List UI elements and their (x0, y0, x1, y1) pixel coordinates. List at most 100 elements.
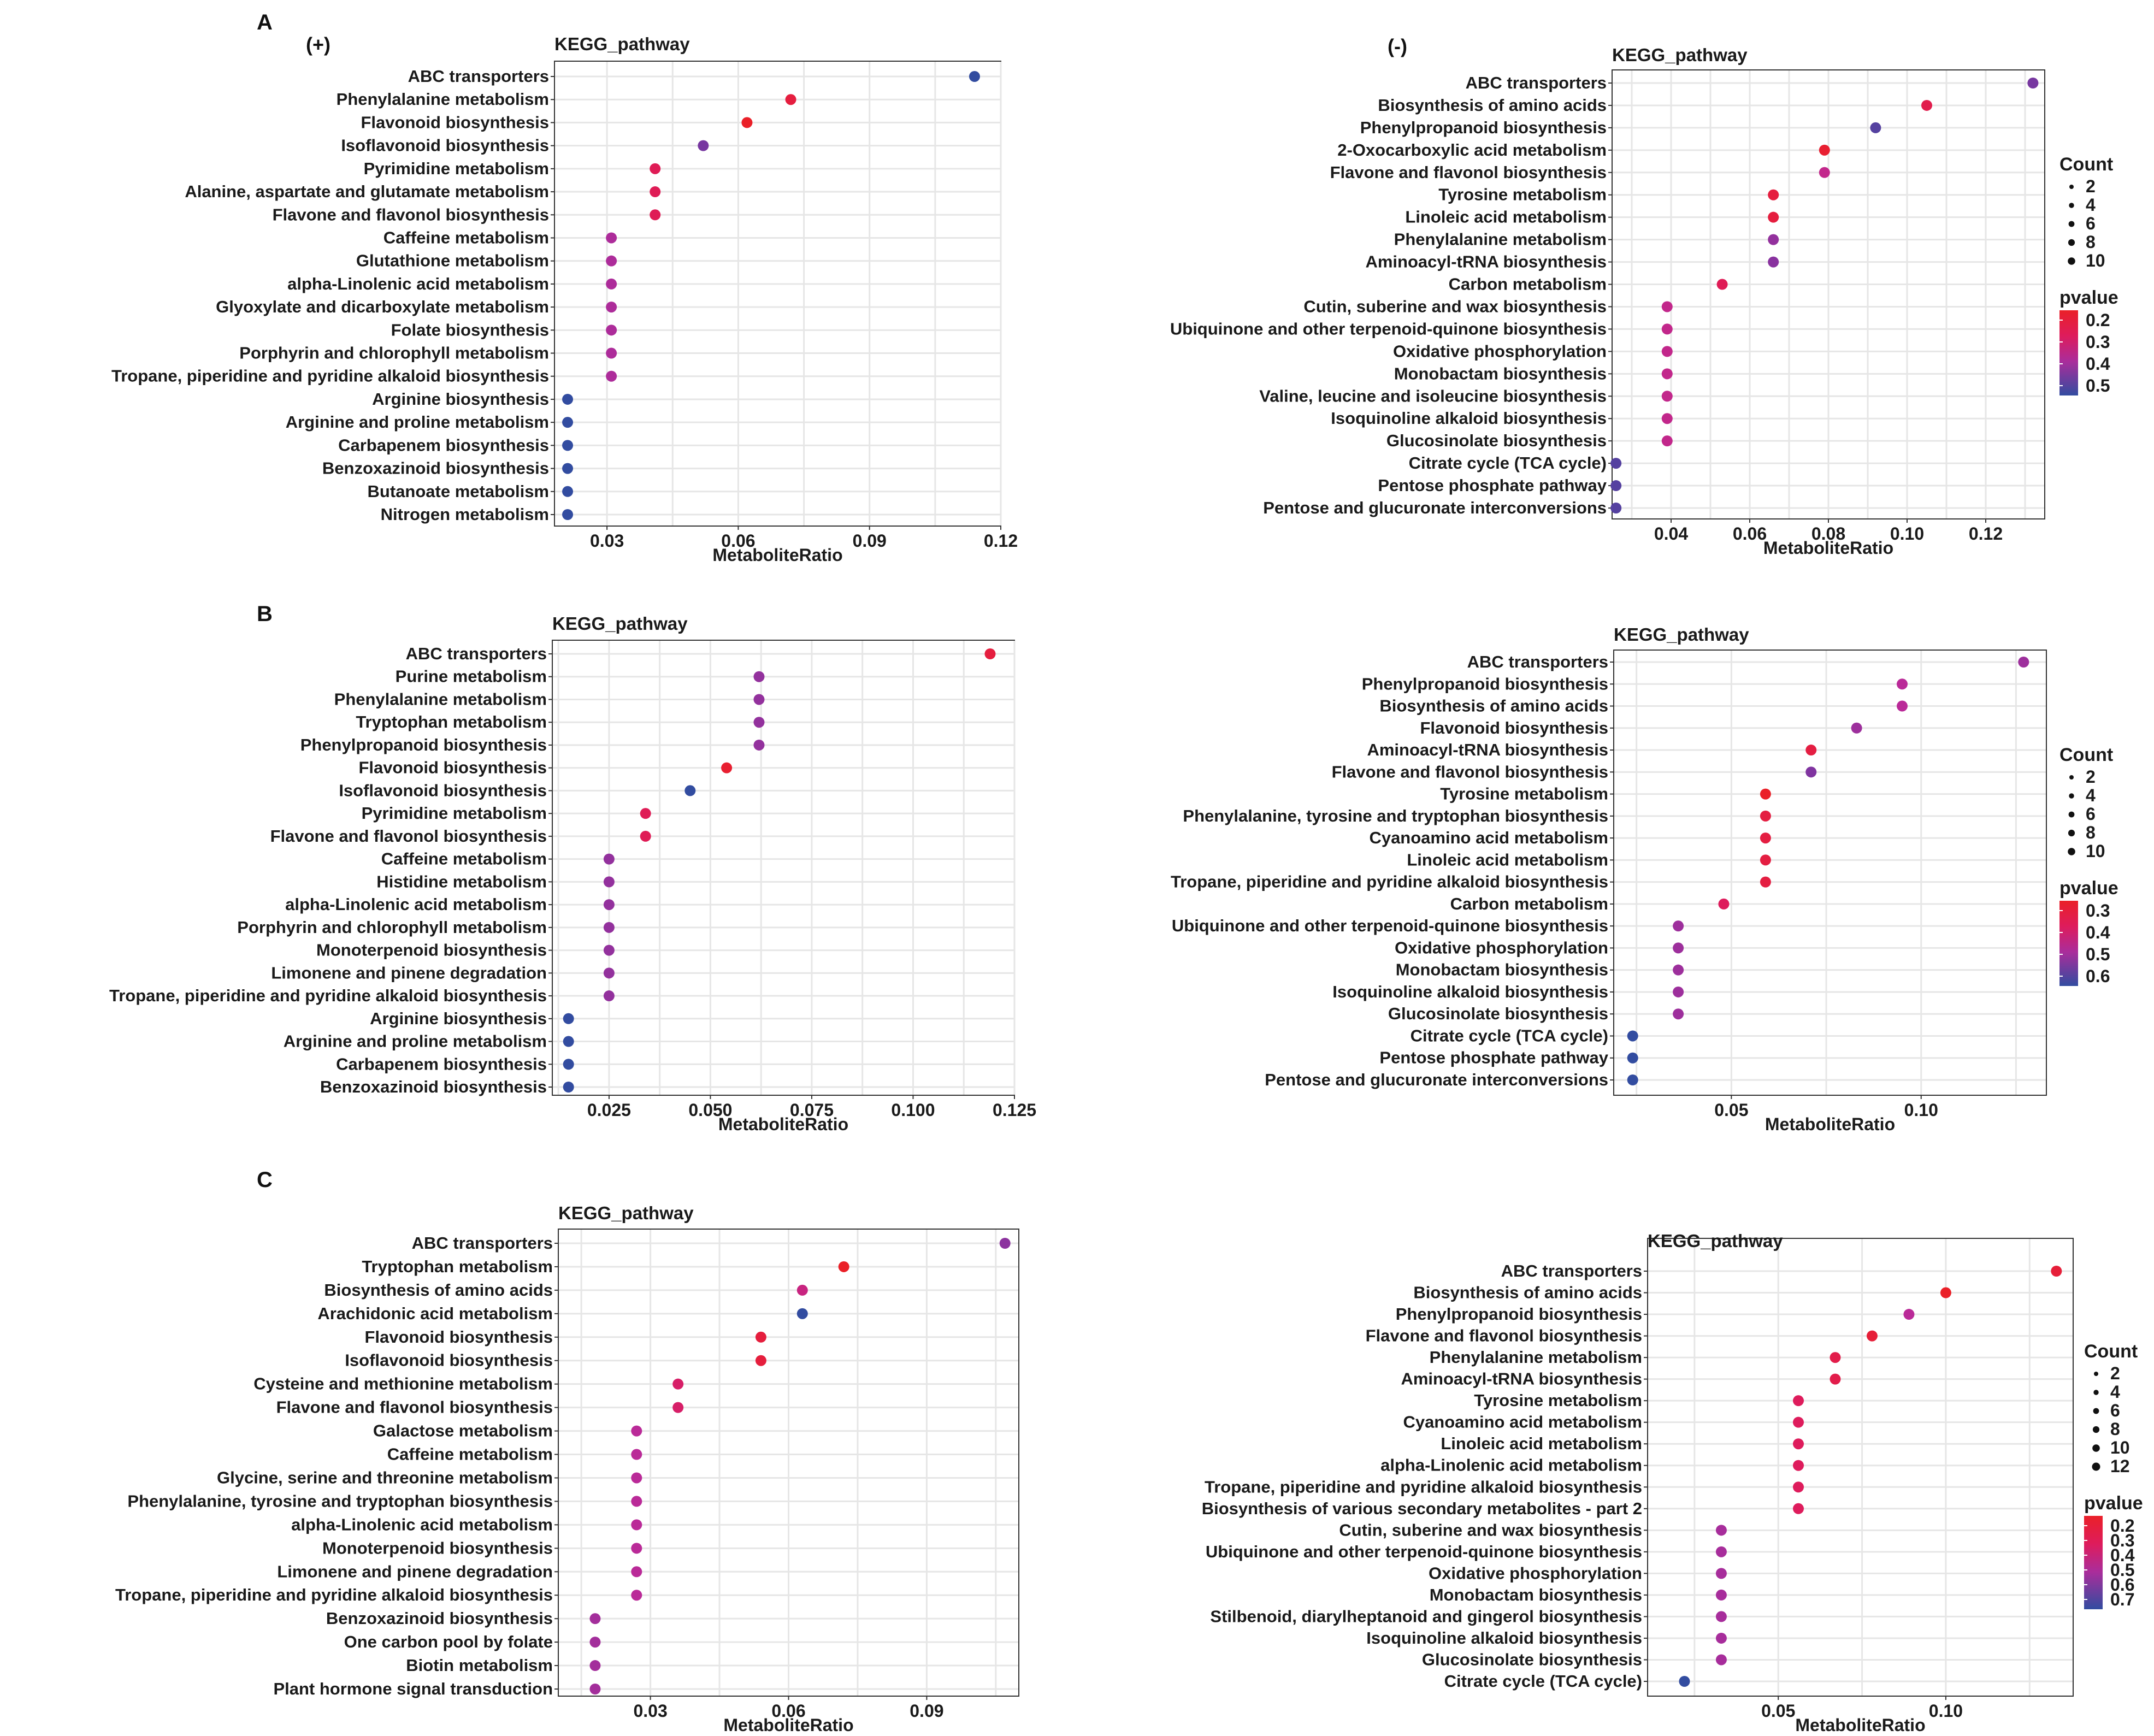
legend-pvalue-label: 0.3 (2086, 332, 2110, 352)
data-point (1627, 1074, 1638, 1085)
category-label: Flavonoid biosynthesis (1420, 718, 1609, 737)
legend-count-dot (2068, 829, 2075, 837)
x-tick-label: 0.03 (633, 1701, 667, 1721)
data-point (1805, 766, 1817, 778)
category-label: Pentose phosphate pathway (1379, 1048, 1608, 1067)
category-label: Cysteine and methionine metabolism (253, 1374, 553, 1393)
data-point (563, 1013, 574, 1024)
data-point (603, 967, 615, 979)
chart-title: KEGG_pathway (558, 1203, 694, 1223)
category-label: Pyrimidine metabolism (362, 804, 547, 823)
legend-count-dot (2092, 1426, 2100, 1433)
data-point (1921, 99, 1932, 111)
legend-pvalue-label: 0.2 (2086, 310, 2110, 330)
data-point (755, 1331, 766, 1343)
data-point (1760, 788, 1771, 800)
legend-count-label: 10 (2086, 841, 2105, 861)
category-label: Biotin metabolism (406, 1656, 553, 1675)
data-point (1805, 745, 1817, 756)
legend-count-label: 6 (2086, 214, 2096, 233)
data-point (563, 1082, 574, 1093)
x-tick-label: 0.10 (1890, 524, 1924, 544)
category-label: Porphyrin and chlorophyll metabolism (239, 344, 549, 363)
category-label: Monobactam biosynthesis (1396, 960, 1608, 979)
panel-label-a: A (257, 10, 273, 34)
data-point (603, 876, 615, 888)
category-label: Linoleic acid metabolism (1441, 1434, 1642, 1453)
data-point (753, 671, 765, 682)
category-label: Glucosinolate biosynthesis (1386, 431, 1607, 450)
data-point (562, 486, 574, 497)
legend-count-dot (2068, 848, 2075, 855)
category-label: Biosynthesis of amino acids (1378, 96, 1607, 115)
category-label: Citrate cycle (TCA cycle) (1444, 1672, 1642, 1691)
x-tick-label: 0.100 (891, 1100, 935, 1120)
category-label: Phenylalanine metabolism (1394, 230, 1607, 249)
category-label: Isoflavonoid biosynthesis (345, 1351, 553, 1370)
category-label: Pentose phosphate pathway (1378, 476, 1607, 495)
legend-count-label: 6 (2110, 1401, 2120, 1420)
legend-count-dot (2069, 185, 2074, 189)
x-tick-label: 0.050 (688, 1100, 732, 1120)
category-label: Caffeine metabolism (381, 849, 547, 869)
legend-count-label: 4 (2086, 786, 2096, 805)
category-label: Phenylalanine metabolism (334, 689, 547, 708)
data-point (838, 1261, 849, 1272)
category-label: Nitrogen metabolism (381, 505, 549, 524)
data-point (1661, 391, 1673, 402)
x-tick-label: 0.075 (790, 1100, 834, 1120)
category-label: Flavone and flavonol biosynthesis (1330, 163, 1607, 182)
category-label: 2-Oxocarboxylic acid metabolism (1337, 140, 1607, 160)
plot-area (1647, 1238, 2074, 1697)
data-point (2018, 657, 2029, 668)
data-point (1610, 480, 1622, 492)
category-label: Glucosinolate biosynthesis (1388, 1004, 1608, 1023)
chart-title: KEGG_pathway (552, 613, 688, 634)
category-label: Pyrimidine metabolism (364, 159, 549, 178)
category-label: Arginine biosynthesis (372, 389, 549, 409)
x-tick-label: 0.10 (1904, 1100, 1938, 1120)
chart-b-neg: ABC transporters Phenylpropanoid biosynth… (1171, 624, 2118, 1134)
x-tick-label: 0.06 (1733, 524, 1767, 544)
data-point (606, 302, 617, 313)
category-label: Stilbenoid, diarylheptanoid and gingerol… (1210, 1607, 1642, 1626)
category-label: Phenylalanine metabolism (337, 90, 549, 109)
data-point (631, 1566, 642, 1578)
legend-count-dot (2069, 775, 2074, 780)
x-tick-label: 0.08 (1811, 524, 1845, 544)
legend-count-dot (2069, 793, 2074, 799)
plot-area (1613, 649, 2047, 1096)
data-point (1715, 1632, 1727, 1644)
x-axis-title: MetaboliteRatio (712, 545, 842, 565)
legend-count-dot (2093, 1390, 2099, 1395)
legend-count-dot (2069, 203, 2074, 208)
category-label: Biosynthesis of various secondary metabo… (1202, 1499, 1642, 1518)
category-label: Monobactam biosynthesis (1430, 1585, 1642, 1604)
x-tick-label: 0.03 (590, 531, 624, 551)
category-label: Linoleic acid metabolism (1407, 850, 1608, 869)
chart-b-pos: ABC transporters Purine metabolism Phenyla… (109, 613, 1036, 1134)
x-tick-label: 0.09 (853, 531, 887, 551)
legend-count-label: 12 (2110, 1456, 2130, 1476)
legend-count-dot (2068, 257, 2075, 265)
category-label: Monoterpenoid biosynthesis (316, 941, 547, 960)
data-point (1673, 920, 1684, 932)
category-label: Isoquinoline alkaloid biosynthesis (1331, 409, 1607, 428)
category-label: Phenylalanine metabolism (1430, 1348, 1642, 1367)
data-point (1760, 876, 1771, 888)
category-label: Valine, leucine and isoleucine biosynthe… (1259, 386, 1607, 405)
chart-a-neg: ABC transporters Biosynthesis of amino ac… (1170, 45, 2118, 558)
data-point (562, 463, 574, 474)
data-point (1768, 256, 1779, 268)
category-label: Tryptophan metabolism (356, 712, 547, 731)
legend-count-label: 6 (2086, 804, 2096, 824)
category-label: alpha-Linolenic acid metabolism (285, 895, 547, 914)
data-point (2027, 78, 2039, 88)
data-point (603, 944, 615, 956)
category-label: Flavone and flavonol biosynthesis (273, 205, 549, 224)
x-axis-title: MetaboliteRatio (1763, 538, 1893, 558)
data-point (1715, 1654, 1727, 1666)
